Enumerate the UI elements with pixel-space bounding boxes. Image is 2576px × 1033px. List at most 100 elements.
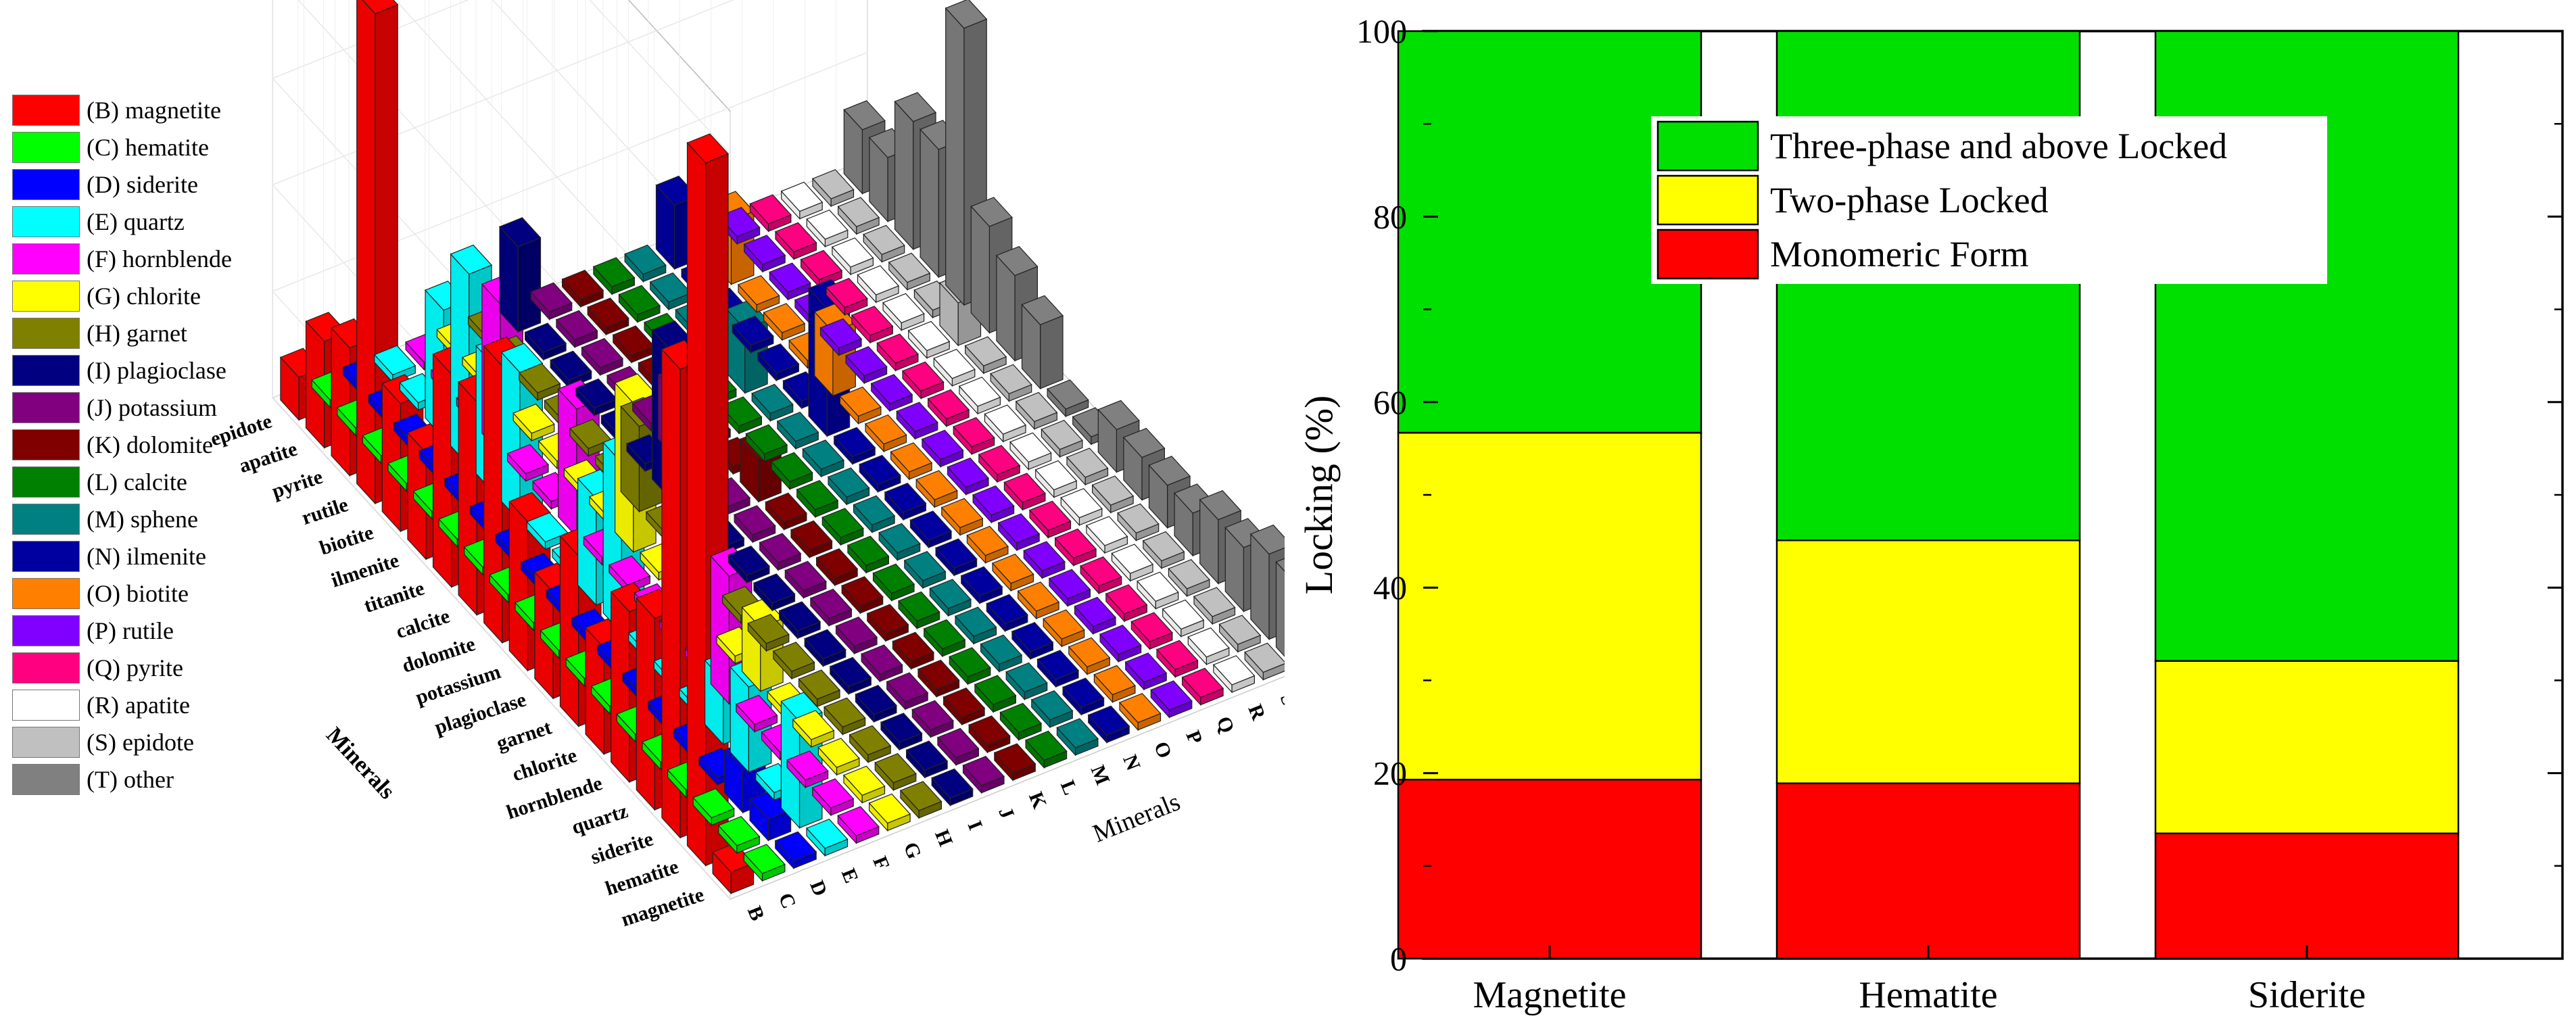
bar3d-bar [901,361,945,400]
bar3d-bar-top [1122,427,1166,458]
bar3d-bar-top [1068,637,1111,668]
bar3d-legend-label: (R) apatite [87,691,190,719]
stacked-bar-segment [2154,832,2460,960]
bar3d-bar-top [780,181,824,212]
bar3d-row-label: garnet [494,716,554,754]
bar3d-bar [1111,544,1154,582]
bar3d-bar-top [890,442,933,473]
bar3d-bar-top [835,616,878,647]
bar3d-bar [1087,705,1130,744]
legend-background [1651,116,2327,284]
bar3d-bar-top [866,604,909,634]
bar3d-bar [1021,295,1064,390]
bar3d-bar-top [990,364,1032,395]
bar3d-bar-face [432,353,452,588]
bar3d-bar-top [757,343,800,374]
bar3d-bar-top [874,752,917,784]
bar3d-bar [835,616,878,655]
bar3d-bar-top [901,361,945,392]
bar3d-bar-top [737,274,780,306]
bar3d-bar-top [612,325,655,356]
bar3d-bar-top [1054,528,1097,559]
bar3d-row-label: titanite [361,577,427,617]
bar3d-bar [749,194,792,233]
bar3d-bar-top [747,613,790,644]
bar3d-bar [776,411,819,450]
bar3d-bar [833,427,876,465]
bar3d-bar-top [1168,558,1210,590]
bar3d-bar-top [837,806,880,836]
bar3d-bar [1036,650,1080,688]
bar3d-bar-top [954,606,997,637]
bar3d-bar-top [1025,730,1068,761]
bar3d-bar [1074,596,1117,635]
bar3d-bars [279,0,1285,895]
bar3d-bar-top [1124,652,1168,683]
bar3d-bar [1043,609,1085,648]
bar3d-bar [1028,500,1072,539]
bar3d-bar-top [864,414,907,445]
bar3d-bar-top [806,209,849,240]
bar3d-bar-top [771,452,813,483]
stacked-bar-chart-panel: 0 20 40 60 80 100 Locking (%) Magnetite Hematite… [1285,0,2576,1033]
bar3d-bar-top [805,818,849,849]
bar3d-bar-top [915,470,958,500]
bar3d-legend-label: (C) hematite [87,133,209,161]
bar3d-bar-face [661,348,681,839]
bar3d-bar-top [1048,569,1091,600]
bar3d-bar [972,485,1015,524]
bar3d-bar [984,404,1027,443]
stacked-bar-segment [1775,30,2081,542]
bar3d-row-label: apatite [237,437,300,477]
bar3d-legend-item: (N) ilmenite [12,537,232,575]
bar3d-bar-top [929,579,972,609]
bar3d-bar [853,495,896,533]
bar3d-bar [851,306,894,344]
bar3d-bar [811,169,855,208]
bar3d-col-label: N [1118,752,1145,774]
bar3d-bar-top [1036,650,1080,680]
bar3d-bar [842,765,886,804]
bar3d-col-label: P [1181,727,1206,747]
bar3d-legend-swatch [12,206,80,237]
bar3d-bar [498,217,542,333]
bar3d-bar [592,257,636,295]
bar3d-bar-face [356,0,376,505]
bar3d-bar [809,588,853,627]
bar3d-bar-top [362,0,399,15]
bar3d-bar [1162,599,1205,638]
bar3d-bar-top [880,713,923,743]
bar3d-bar-top [1003,473,1046,503]
bar3d-bar-top [1162,599,1205,630]
bar3d-bar-top [1028,500,1072,531]
bar3d-bar-top [855,684,897,715]
bar3d-bar-top [861,644,903,675]
bar3d-bar [974,675,1017,713]
bar3d-bar-top [826,277,868,308]
y-axis: 0 20 40 60 80 100 Locking (%) [1297,12,2562,978]
bar3d-bar-top [550,350,592,381]
y-tick-label: 0 [1390,940,1407,978]
bar3d-bar-top [1080,556,1122,587]
bar3d-bar-top [903,550,947,581]
bar3d-bar [940,498,984,536]
bar3d-bar [712,842,755,895]
bar3d-bar [1066,448,1109,486]
bar3d-bar [945,0,988,306]
bar3d-bar-top [686,133,730,164]
bar3d-legend-label: (K) dolomite [87,431,213,458]
bar3d-bar-top [1056,718,1099,748]
bar3d-bar [927,389,970,428]
legend-label: Two-phase Locked [1770,180,2049,220]
bar3d-bar [896,402,938,440]
y-tick-label: 60 [1373,383,1407,421]
bar3d-bar [618,285,661,323]
bar3d-bar-top [995,245,1039,277]
bar3d-bar-top [962,755,1005,786]
bar3d-row-label: siderite [588,827,657,869]
bar3d-bar-top [927,389,970,420]
bar3d-col-label: D [805,878,832,899]
bar3d-bar [886,672,929,711]
bar3d-bar [757,343,800,382]
bar3d-bar-top [796,479,839,510]
